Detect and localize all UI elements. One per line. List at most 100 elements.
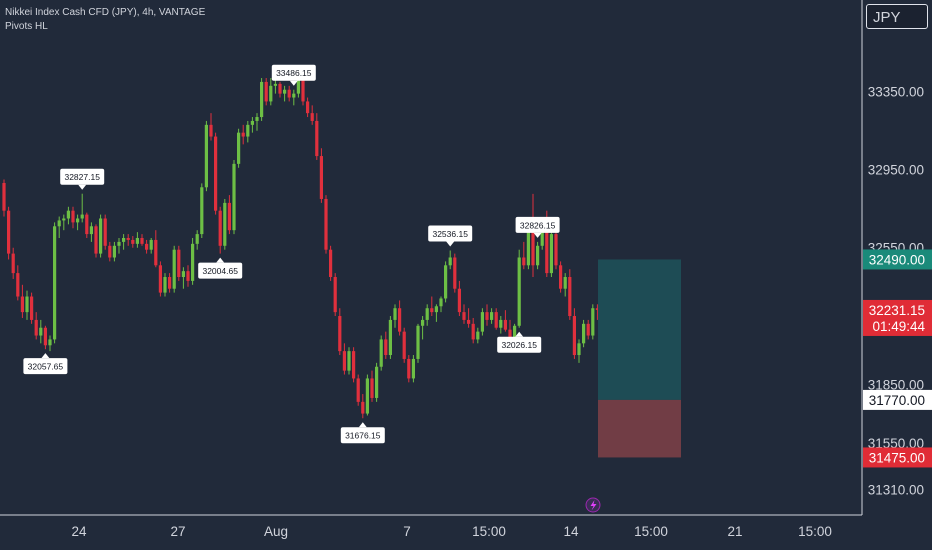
pivot-label: 32057.65 [23,353,68,375]
candle [177,245,181,281]
candle [430,296,434,317]
candle [269,78,273,106]
candle [508,319,512,340]
lightning-event-icon[interactable] [585,497,601,513]
candle [324,195,328,254]
candle [434,304,438,322]
svg-text:32004.65: 32004.65 [202,266,238,276]
candle [11,247,15,279]
candle [25,290,29,320]
candle [62,214,66,231]
candle [577,339,581,363]
pivot-label: 31676.15 [340,422,385,444]
candle [586,319,590,340]
candle [255,113,259,131]
candle [425,304,429,326]
candle [172,245,176,293]
svg-text:01:49:44: 01:49:44 [872,319,925,334]
candle [398,300,402,336]
candle [563,273,567,297]
x-tick-label: 15:00 [798,524,832,539]
candle [218,206,222,254]
candle [370,370,374,402]
candle [388,316,392,359]
y-tick-label: 32950.00 [868,163,924,178]
candle [30,292,34,324]
candle [227,195,231,235]
candle [485,304,489,326]
candle [536,241,540,270]
candle [467,308,471,328]
candle [145,239,149,254]
x-tick-label: 24 [71,524,87,539]
candle [43,325,47,350]
candle [319,148,323,203]
candle [503,310,507,332]
candle [356,374,360,406]
svg-text:32057.65: 32057.65 [28,362,64,372]
x-tick-label: 15:00 [472,524,506,539]
candle [421,316,425,340]
svg-text:32826.15: 32826.15 [520,220,556,230]
candle [126,234,130,246]
candle [168,273,172,293]
svg-text:31770.00: 31770.00 [869,393,925,408]
candle [494,308,498,330]
svg-text:32536.15: 32536.15 [432,229,468,239]
candle [582,319,586,348]
candle [39,319,43,344]
candle [76,214,80,231]
candle [16,265,20,301]
candle [241,124,245,145]
x-tick-label: 21 [727,524,742,539]
x-tick-label: Aug [264,524,288,539]
x-tick-label: 14 [563,524,579,539]
candle [402,327,406,363]
candle [361,394,365,419]
candle [66,206,70,225]
candle [250,117,254,133]
candle [260,78,264,121]
y-tick-label: 31550.00 [868,436,924,451]
y-tick-label: 31310.00 [868,483,924,498]
candle [476,327,480,344]
x-tick-label: 15:00 [634,524,668,539]
candle [329,245,333,281]
chart-title: Nikkei Index Cash CFD (JPY), 4h, VANTAGE [5,7,206,18]
candle [117,237,121,254]
candle [246,120,250,143]
candle [342,343,346,375]
candle [457,280,461,317]
candle [549,226,553,278]
price-badge-entry: 31770.00 [863,389,932,410]
candle [232,159,236,235]
candle [80,193,84,223]
candlestick-series [2,65,599,419]
target-zone[interactable] [598,259,681,400]
candle [462,304,466,324]
currency-selector[interactable]: JPY [866,4,928,29]
candle [214,132,218,215]
candle [7,206,11,260]
stop-zone[interactable] [598,399,681,458]
candle [34,312,38,340]
y-tick-label: 31850.00 [868,377,924,392]
pivot-label: 32826.15 [515,216,560,238]
candle [306,97,310,118]
candle [554,230,558,270]
time-axis[interactable]: 24 27 Aug 7 15:00 14 15:00 21 15:00 [0,514,862,539]
candle [131,236,135,248]
pivot-label: 33486.15 [271,64,316,86]
candle [393,304,397,328]
indicator-label[interactable]: Pivots HL [5,21,48,32]
svg-text:31676.15: 31676.15 [345,431,381,441]
candle [200,183,204,238]
candle [112,241,116,262]
candle [517,249,521,328]
candle [480,308,484,336]
pivot-label: 32536.15 [428,225,473,247]
candle [559,261,563,293]
price-badge-target: 32490.00 [863,249,932,270]
